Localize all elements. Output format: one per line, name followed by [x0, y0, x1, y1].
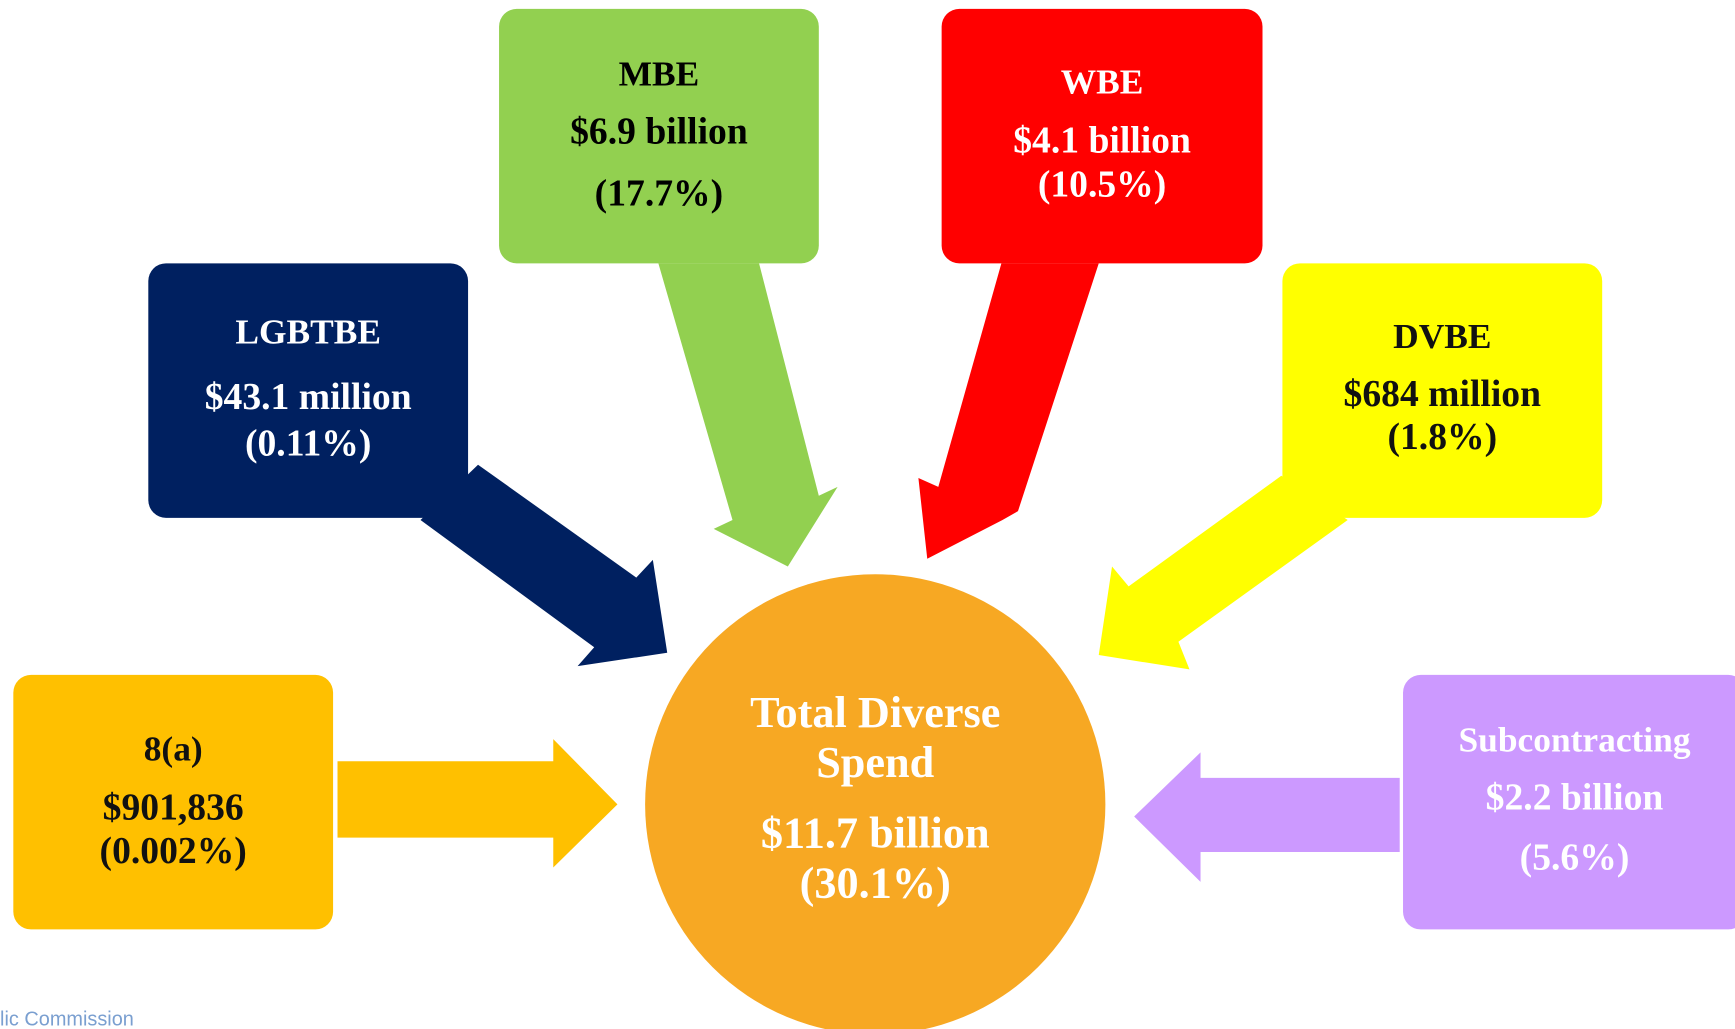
- arrow: [337, 739, 618, 868]
- center-amount: $11.7 billion: [761, 809, 990, 858]
- node-box: [941, 8, 1263, 264]
- center-title: Spend: [816, 738, 934, 787]
- node-amount: $2.2 billion: [1486, 777, 1664, 819]
- node-share: (0.002%): [100, 830, 247, 872]
- node-label: WBE: [1061, 61, 1144, 101]
- node-box: [148, 263, 469, 518]
- node-label: DVBE: [1393, 316, 1491, 356]
- node-label: LGBTBE: [235, 311, 381, 351]
- arrow: [918, 263, 1099, 559]
- node-label: MBE: [619, 54, 700, 94]
- arrow: [1098, 475, 1348, 670]
- arrow: [420, 464, 668, 667]
- node-box: [13, 674, 334, 930]
- node-share: (0.11%): [245, 423, 371, 465]
- node-share: (17.7%): [595, 173, 723, 215]
- arrow: [1134, 752, 1400, 882]
- footer: lic Commission: [0, 1008, 134, 1029]
- node-share: (5.6%): [1520, 836, 1630, 878]
- node-amount: $901,836: [103, 787, 244, 829]
- center-share: (30.1%): [800, 859, 951, 908]
- center-circle: [645, 574, 1106, 1029]
- arrow: [658, 263, 838, 567]
- node-amount: $4.1 billion: [1013, 119, 1191, 161]
- node-share: (10.5%): [1038, 164, 1166, 206]
- node-amount: $684 million: [1344, 373, 1542, 415]
- center-title: Total Diverse: [750, 688, 1000, 737]
- node-box: [499, 8, 819, 264]
- node-box: [1403, 674, 1735, 930]
- node-box: [1282, 263, 1603, 518]
- node-label: Subcontracting: [1459, 720, 1691, 760]
- node-share: (1.8%): [1387, 416, 1497, 458]
- node-amount: $6.9 billion: [570, 111, 748, 153]
- node-amount: $43.1 million: [205, 376, 412, 418]
- node-label: 8(a): [144, 729, 203, 769]
